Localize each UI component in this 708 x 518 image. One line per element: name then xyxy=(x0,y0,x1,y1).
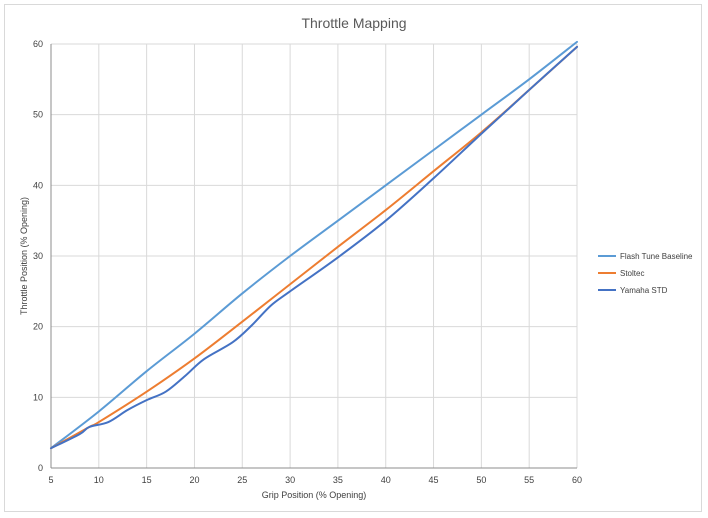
x-tick-labels: 5 10 15 20 25 30 35 40 45 50 55 60 xyxy=(48,475,582,485)
x-tick-label-5: 30 xyxy=(285,475,295,485)
x-tick-label-1: 10 xyxy=(94,475,104,485)
x-tick-label-9: 50 xyxy=(476,475,486,485)
x-tick-label-10: 55 xyxy=(524,475,534,485)
y-axis-label: Throttle Position (% Opening) xyxy=(19,197,29,315)
legend-label-2: Yamaha STD xyxy=(620,286,668,295)
series-lines xyxy=(50,40,578,450)
x-tick-label-11: 60 xyxy=(572,475,582,485)
x-tick-label-3: 20 xyxy=(189,475,199,485)
y-tick-labels: 0 10 20 30 40 50 60 xyxy=(33,39,43,473)
y-tick-label-5: 50 xyxy=(33,110,43,120)
x-tick-label-4: 25 xyxy=(237,475,247,485)
series-line-0 xyxy=(50,40,578,450)
y-tick-label-2: 20 xyxy=(33,322,43,332)
legend-label-1: Stoltec xyxy=(620,269,644,278)
chart-frame xyxy=(4,4,702,512)
x-tick-label-0: 5 xyxy=(48,475,53,485)
y-tick-label-6: 60 xyxy=(33,39,43,49)
chart-title: Throttle Mapping xyxy=(301,15,406,31)
y-tick-label-4: 40 xyxy=(33,180,43,190)
gridlines xyxy=(50,43,578,469)
series-line-1 xyxy=(50,45,578,450)
x-axis-label: Grip Position (% Opening) xyxy=(262,490,367,500)
x-tick-label-2: 15 xyxy=(142,475,152,485)
series-line-2 xyxy=(50,45,578,450)
x-tick-label-8: 45 xyxy=(429,475,439,485)
y-tick-label-0: 0 xyxy=(38,463,43,473)
y-tick-label-3: 30 xyxy=(33,251,43,261)
axes xyxy=(50,44,577,469)
x-tick-label-6: 35 xyxy=(333,475,343,485)
legend-label-0: Flash Tune Baseline xyxy=(620,252,693,261)
y-tick-label-1: 10 xyxy=(33,392,43,402)
legend: Flash Tune Baseline Stoltec Yamaha STD xyxy=(598,252,693,295)
x-tick-label-7: 40 xyxy=(381,475,391,485)
